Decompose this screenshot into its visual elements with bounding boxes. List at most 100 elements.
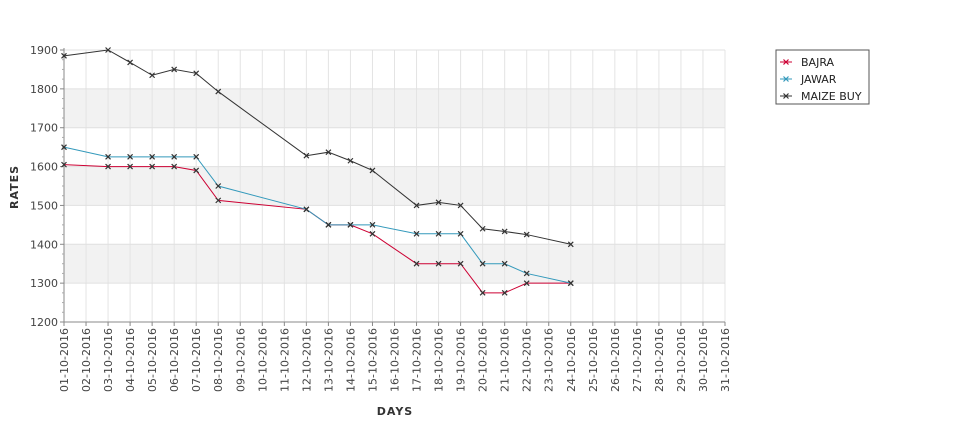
x-tick-label: 03-10-2016: [102, 328, 115, 392]
x-tick-label: 15-10-2016: [366, 328, 379, 392]
series-line: [63, 49, 571, 245]
x-tick-label: 06-10-2016: [168, 328, 181, 392]
data-point-marker: [413, 230, 420, 237]
legend-label: BAJRA: [801, 56, 835, 69]
data-point-marker: [149, 163, 156, 170]
x-tick-label: 09-10-2016: [234, 328, 247, 392]
x-tick-label: 11-10-2016: [278, 328, 291, 392]
legend-item: JAWAR: [780, 73, 837, 86]
data-point-marker: [149, 72, 156, 79]
data-point-marker: [215, 183, 222, 189]
x-axis-label: DAYS: [377, 405, 413, 418]
data-point-marker: [105, 47, 111, 53]
data-point-marker: [457, 260, 464, 267]
data-point-marker: [479, 260, 486, 267]
series-line: [63, 146, 571, 284]
data-point-marker: [215, 88, 222, 95]
x-tick-label: 24-10-2016: [565, 328, 578, 392]
data-point-marker: [193, 70, 200, 77]
data-point-marker: [479, 225, 486, 232]
data-point-marker: [369, 230, 376, 237]
y-tick-label: 1300: [30, 277, 58, 290]
axes: 1200 1300 1400 1500 1600 1700 1800 1900 01-10-20…: [30, 44, 732, 392]
data-point-marker: [501, 289, 508, 296]
x-tick-label: 07-10-2016: [190, 328, 203, 392]
data-point-marker: [369, 167, 376, 174]
data-point-marker: [325, 221, 332, 228]
data-point-marker: [325, 149, 332, 156]
data-point-marker: [457, 202, 464, 209]
y-tick-label: 1700: [30, 122, 58, 135]
data-point-marker: [523, 231, 530, 238]
x-tick-label: 16-10-2016: [389, 328, 402, 392]
data-point-marker: [193, 167, 200, 174]
x-tick-label: 12-10-2016: [300, 328, 313, 392]
data-point-marker: [105, 153, 111, 160]
data-point-marker: [501, 260, 508, 267]
data-point-marker: [127, 153, 134, 160]
legend-box: [775, 49, 870, 105]
data-point-marker: [61, 161, 67, 168]
data-point-marker: [149, 153, 156, 160]
legend-label: JAWAR: [800, 73, 837, 86]
y-tick-label: 1900: [30, 44, 58, 57]
x-tick-label: 25-10-2016: [587, 328, 600, 392]
legend-swatch-marker: [783, 59, 789, 65]
data-point-marker: [193, 153, 200, 160]
x-tick-label: 19-10-2016: [455, 328, 468, 392]
data-point-marker: [567, 280, 574, 287]
legend-item: BAJRA: [780, 56, 835, 69]
data-point-marker: [567, 241, 574, 248]
y-tick-label: 1500: [30, 199, 58, 212]
data-point-marker: [413, 202, 420, 209]
data-point-marker: [171, 163, 178, 170]
x-tick-label: 05-10-2016: [146, 328, 159, 392]
x-tick-label: 18-10-2016: [433, 328, 446, 392]
data-point-marker: [347, 221, 354, 228]
data-point-marker: [127, 163, 134, 170]
data-point-marker: [105, 163, 111, 170]
x-tick-label: 02-10-2016: [80, 328, 93, 392]
data-point-marker: [435, 230, 442, 237]
data-point-marker: [61, 52, 67, 59]
x-tick-label: 01-10-2016: [58, 328, 71, 392]
x-tick-label: 31-10-2016: [719, 328, 732, 392]
data-point-marker: [413, 260, 420, 267]
legend-swatch-marker: [783, 76, 789, 82]
x-tick-label: 10-10-2016: [256, 328, 269, 392]
legend-label: MAIZE BUY: [801, 90, 862, 103]
y-tick-label: 1800: [30, 83, 58, 96]
legend-swatch-marker: [783, 93, 789, 99]
data-point-marker: [347, 157, 354, 164]
x-tick-label: 28-10-2016: [653, 328, 666, 392]
x-tick-label: 21-10-2016: [499, 328, 512, 392]
series-jawar: [61, 144, 574, 287]
y-axis-label: RATES: [8, 165, 21, 209]
series-maize-buy: [61, 47, 574, 248]
series-layer: [61, 47, 574, 296]
x-tick-label: 30-10-2016: [697, 328, 710, 392]
data-point-marker: [523, 280, 530, 287]
data-point-marker: [303, 206, 310, 213]
data-point-marker: [435, 199, 442, 206]
data-point-marker: [479, 289, 486, 296]
y-tick-label: 1400: [30, 238, 58, 251]
data-point-marker: [435, 260, 442, 267]
x-tick-label: 08-10-2016: [212, 328, 225, 392]
x-tick-label: 22-10-2016: [521, 328, 534, 392]
data-point-marker: [523, 270, 530, 277]
data-point-marker: [171, 153, 178, 160]
legend: BAJRA JAWAR MAIZE BUY: [775, 49, 870, 105]
data-point-marker: [171, 66, 178, 73]
x-tick-label: 14-10-2016: [344, 328, 357, 392]
x-tick-label: 27-10-2016: [631, 328, 644, 392]
data-point-marker: [215, 197, 222, 204]
data-point-marker: [61, 144, 67, 151]
x-tick-label: 04-10-2016: [124, 328, 137, 392]
x-tick-label: 23-10-2016: [543, 328, 556, 392]
y-tick-label: 1200: [30, 316, 58, 329]
data-point-marker: [127, 59, 134, 66]
data-point-marker: [369, 221, 376, 228]
x-tick-label: 13-10-2016: [322, 328, 335, 392]
